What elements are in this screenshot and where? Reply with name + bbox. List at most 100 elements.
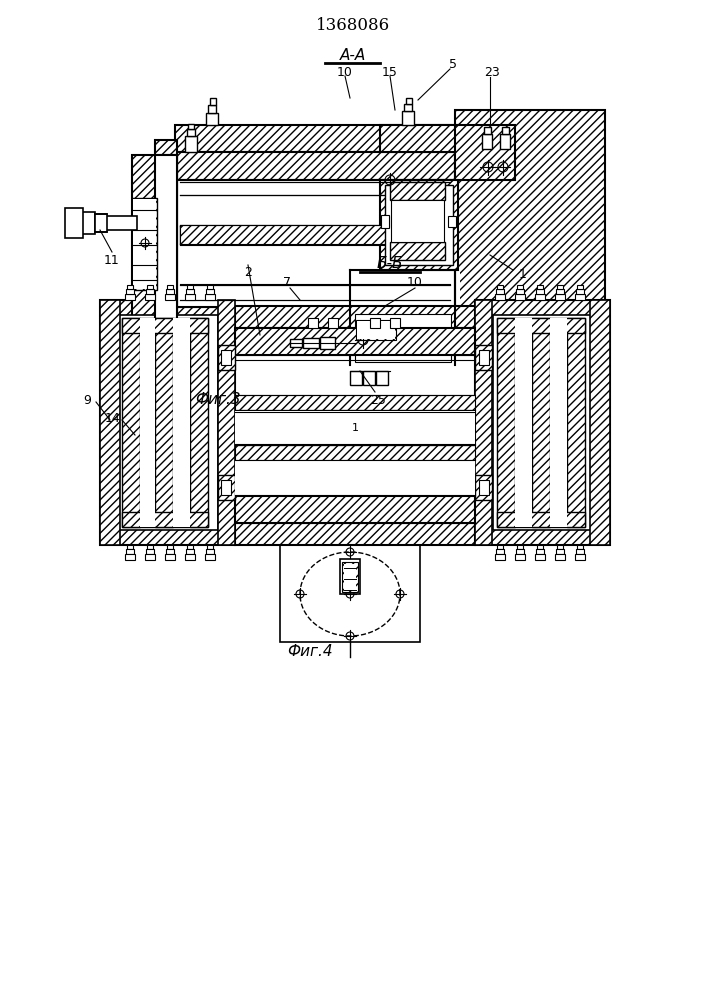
Bar <box>132 155 177 335</box>
Bar <box>575 554 585 560</box>
Bar <box>328 318 338 328</box>
Bar <box>100 300 235 545</box>
Bar <box>175 335 455 362</box>
Bar <box>122 318 140 527</box>
Bar <box>126 289 134 294</box>
Text: 1: 1 <box>519 267 527 280</box>
Bar <box>180 225 450 244</box>
Bar <box>221 480 231 495</box>
Bar <box>186 549 194 554</box>
Bar <box>140 318 155 527</box>
Bar <box>175 125 455 152</box>
Text: Фиг.4: Фиг.4 <box>287 645 333 660</box>
Bar <box>180 195 450 226</box>
Bar <box>132 198 157 290</box>
Bar <box>166 289 174 294</box>
Bar <box>350 270 460 365</box>
Bar <box>65 208 83 238</box>
Bar <box>180 285 450 300</box>
Bar <box>320 337 335 349</box>
Bar <box>175 307 455 335</box>
Text: 1: 1 <box>351 423 358 433</box>
Bar <box>218 345 235 370</box>
Bar <box>355 314 451 362</box>
Bar <box>380 180 458 270</box>
Text: 5: 5 <box>449 58 457 72</box>
Bar <box>180 244 450 284</box>
Bar <box>235 523 475 545</box>
Bar <box>344 564 356 590</box>
Bar <box>515 318 532 527</box>
Bar <box>87 216 137 230</box>
Bar <box>235 395 475 410</box>
Bar <box>155 318 173 527</box>
Text: 10: 10 <box>407 275 423 288</box>
Bar <box>550 318 567 527</box>
Bar <box>167 285 173 289</box>
Bar <box>187 545 193 549</box>
Bar <box>127 545 133 549</box>
Bar <box>555 554 565 560</box>
Bar <box>186 289 194 294</box>
Bar <box>497 318 515 527</box>
Bar <box>376 371 388 385</box>
Bar <box>208 105 216 113</box>
Bar <box>497 545 503 549</box>
Bar <box>180 195 450 225</box>
Bar <box>352 312 458 363</box>
Bar <box>385 185 453 265</box>
Bar <box>555 294 565 300</box>
Bar <box>556 549 564 554</box>
Bar <box>167 545 173 549</box>
Bar <box>185 554 195 560</box>
Bar <box>537 545 543 549</box>
Bar <box>557 285 563 289</box>
Bar <box>205 294 215 300</box>
Bar <box>350 371 362 385</box>
Bar <box>575 294 585 300</box>
Bar <box>80 212 95 234</box>
Bar <box>146 289 154 294</box>
Bar <box>577 545 583 549</box>
Bar <box>188 124 194 129</box>
Bar <box>207 545 213 549</box>
Bar <box>218 475 235 500</box>
Bar <box>155 140 177 348</box>
Bar <box>145 294 155 300</box>
Bar <box>479 480 489 495</box>
Bar <box>475 300 610 545</box>
Bar <box>122 318 208 333</box>
Bar <box>381 216 389 227</box>
Bar <box>455 110 605 365</box>
Bar <box>448 216 456 227</box>
Bar <box>500 134 510 149</box>
Bar <box>484 127 491 134</box>
Bar <box>380 125 460 152</box>
Bar <box>190 318 208 527</box>
Bar <box>146 549 154 554</box>
Bar <box>495 554 505 560</box>
Bar <box>350 310 460 365</box>
Bar <box>122 512 208 527</box>
Bar <box>402 111 414 125</box>
Bar <box>357 321 395 339</box>
Bar <box>206 549 214 554</box>
Bar <box>235 410 475 445</box>
Bar <box>356 320 396 340</box>
Text: 11: 11 <box>104 253 120 266</box>
Bar <box>363 371 375 385</box>
Bar <box>536 549 544 554</box>
Bar <box>455 125 515 180</box>
Bar <box>175 152 455 180</box>
Bar <box>235 496 475 523</box>
Bar <box>576 549 584 554</box>
Bar <box>493 315 593 530</box>
Bar <box>390 318 400 328</box>
Bar <box>187 129 195 136</box>
Bar <box>567 318 585 527</box>
Text: 14: 14 <box>105 412 121 424</box>
Bar <box>218 300 235 545</box>
Bar <box>165 554 175 560</box>
Bar <box>515 554 525 560</box>
Bar <box>180 182 450 194</box>
